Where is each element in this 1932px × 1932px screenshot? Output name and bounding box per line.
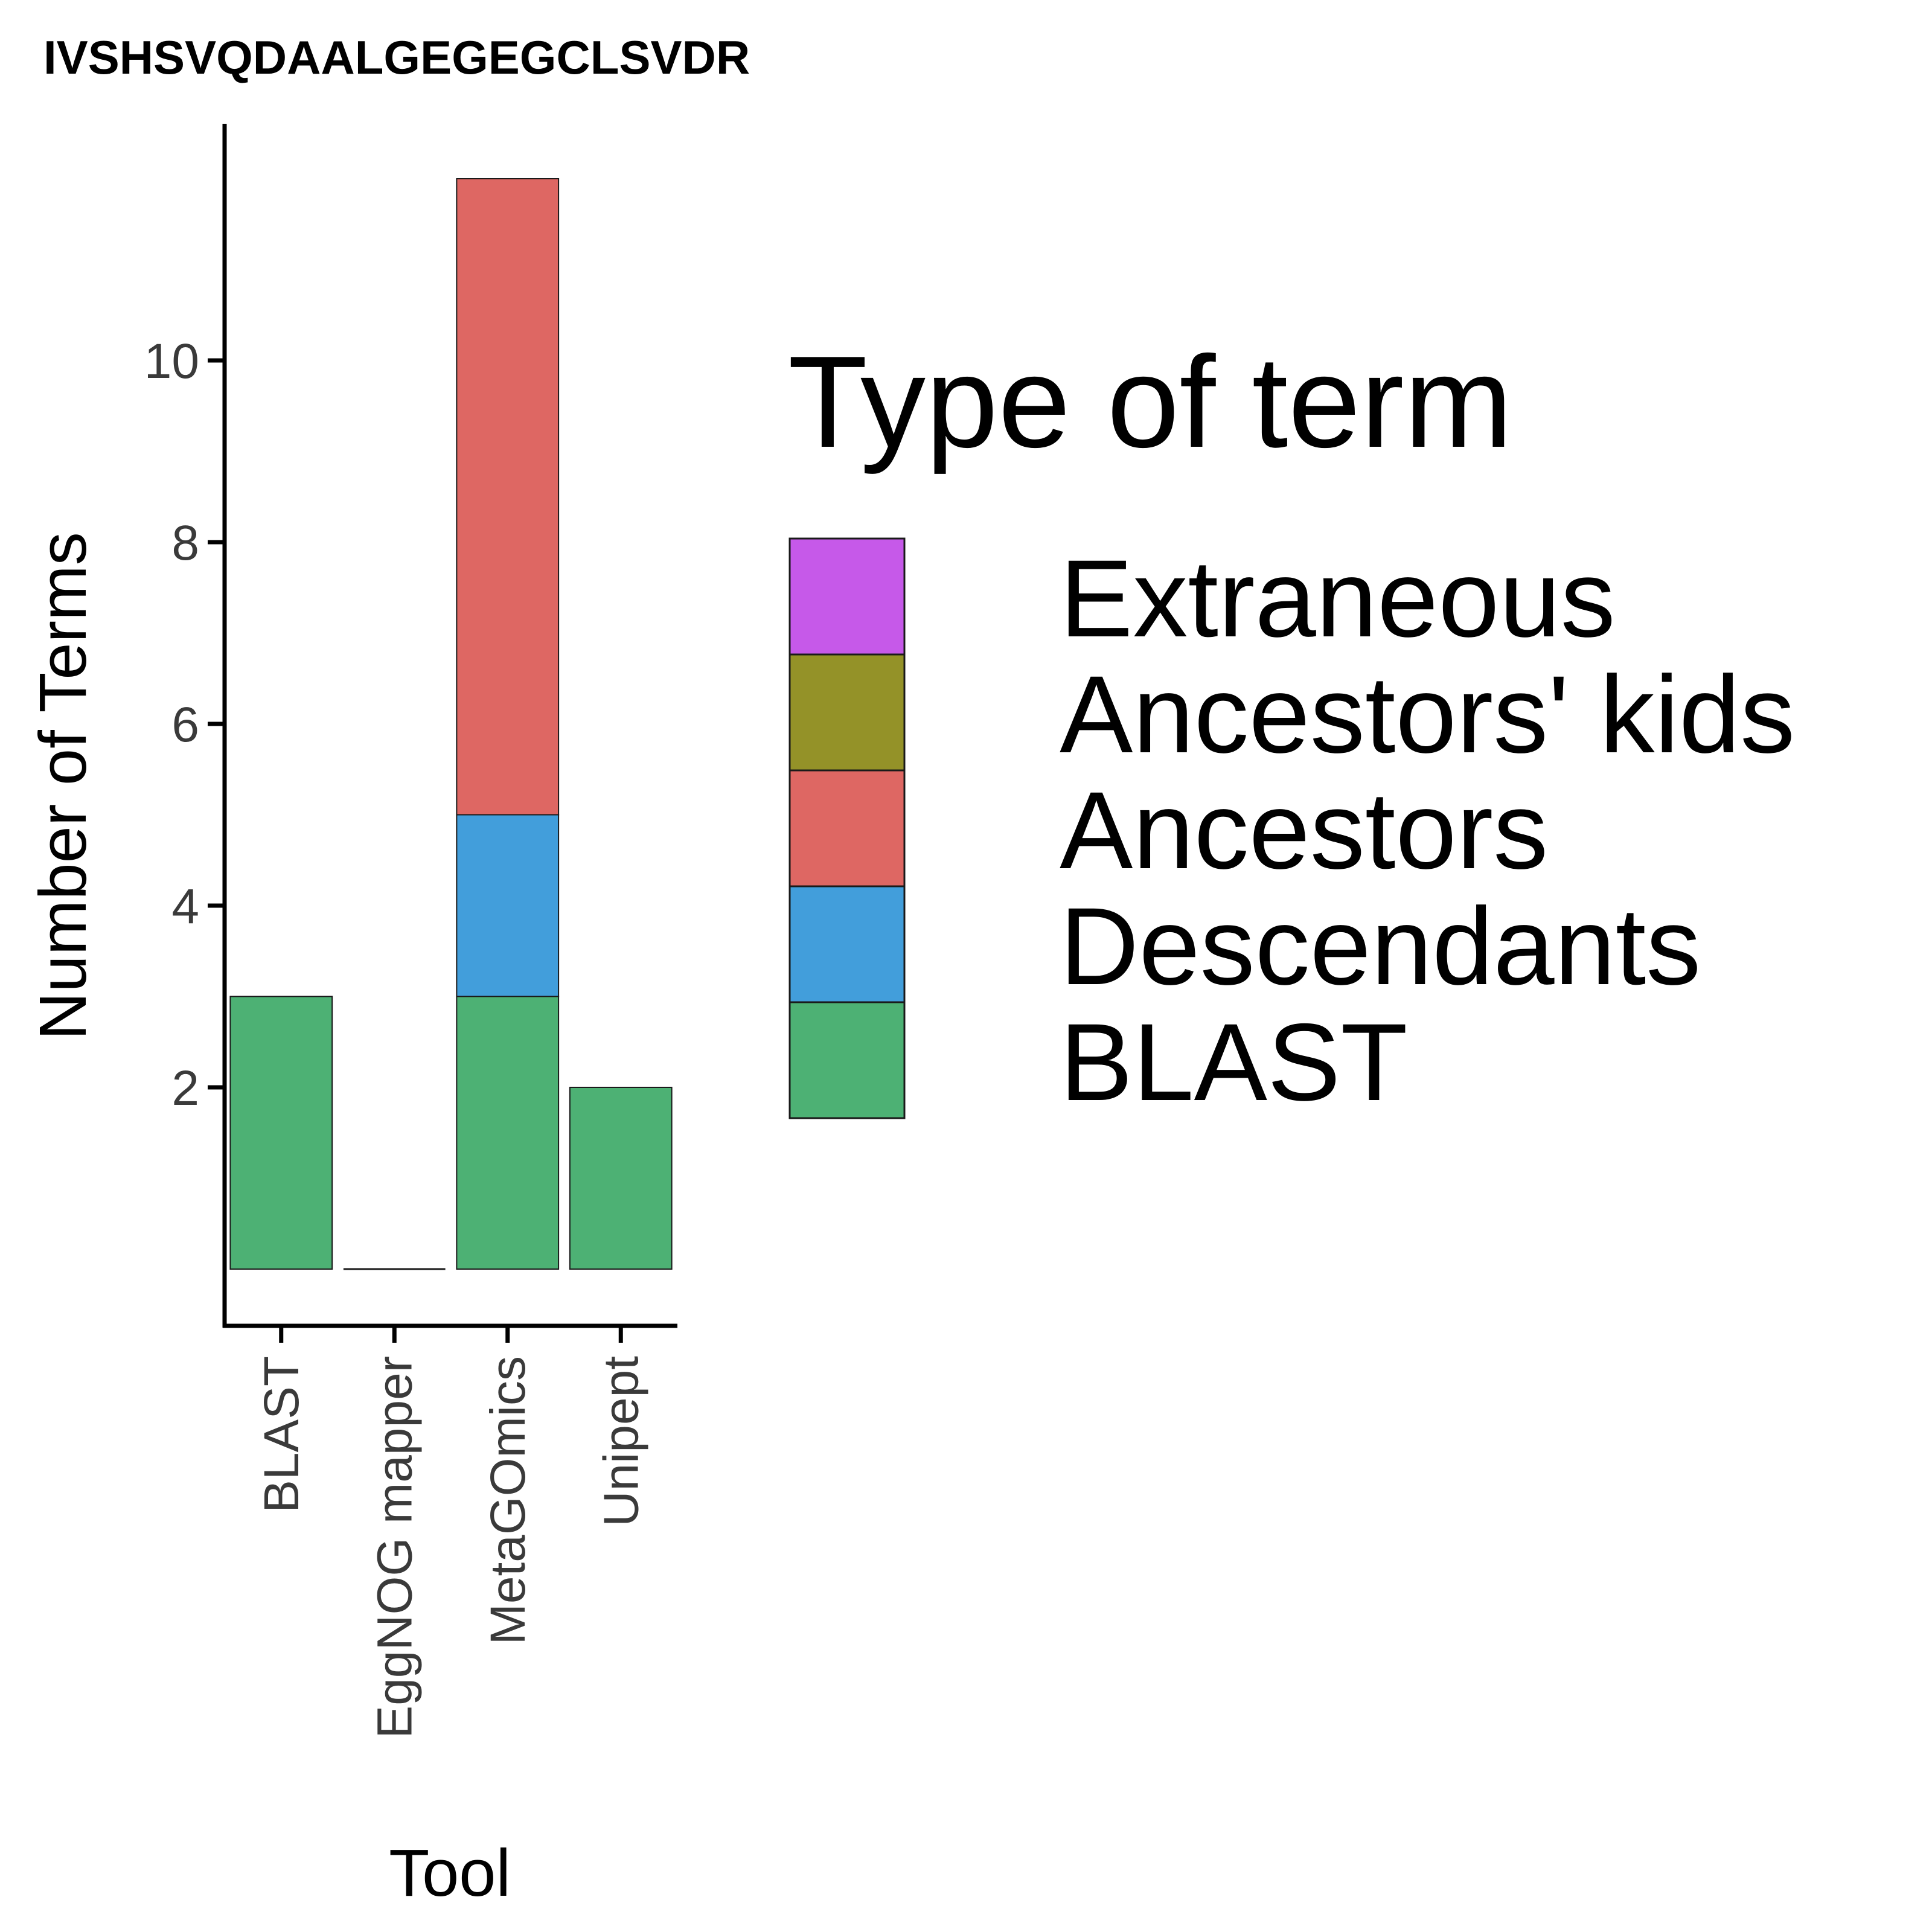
legend-label-descendants: Descendants — [1060, 884, 1701, 1008]
legend-key-blast — [788, 1001, 906, 1119]
y-tick-label: 4 — [171, 879, 199, 934]
x-tick-label-blast: BLAST — [254, 1356, 309, 1513]
x-tick-label-metagomics: MetaGOmics — [481, 1356, 536, 1645]
y-axis-ticks: 2 4 6 8 10 — [144, 334, 225, 1116]
legend-label-ancestors: Ancestors — [1060, 769, 1548, 892]
bar-metagomics-ancestors — [456, 178, 560, 816]
x-tick-label-unipept: Unipept — [593, 1356, 648, 1527]
y-tick-label: 8 — [171, 516, 199, 571]
y-tick-label: 10 — [144, 334, 199, 389]
x-axis-ticks: BLAST EggNOG mapper MetaGOmics Unipept — [254, 1326, 648, 1739]
bar-metagomics-descendants — [456, 814, 560, 997]
legend-label-extraneous: Extraneous — [1060, 537, 1616, 660]
y-tick-label: 2 — [171, 1061, 199, 1116]
legend-key-extraneous — [788, 537, 906, 656]
bar-blast-blast — [229, 996, 333, 1270]
y-axis-title: Number of Terms — [26, 532, 100, 1040]
bars — [229, 178, 673, 1270]
bar-metagomics-blast — [456, 996, 560, 1270]
legend-title: Type of term — [788, 328, 1512, 475]
legend-label-blast: BLAST — [1060, 1000, 1408, 1124]
legend-label-ancestors-kids: Ancestors' kids — [1060, 653, 1795, 776]
x-tick-label-eggnog-mapper: EggNOG mapper — [367, 1356, 422, 1739]
chart-title: IVSHSVQDAALGEGEGCLSVDR — [43, 31, 750, 84]
legend-key-ancestors-kids — [788, 653, 906, 772]
x-axis-title: Tool — [389, 1836, 511, 1910]
legend-key-ancestors — [788, 769, 906, 888]
bar-unipept-blast — [569, 1087, 673, 1270]
legend-key-descendants — [788, 885, 906, 1003]
y-tick-label: 6 — [171, 697, 199, 752]
